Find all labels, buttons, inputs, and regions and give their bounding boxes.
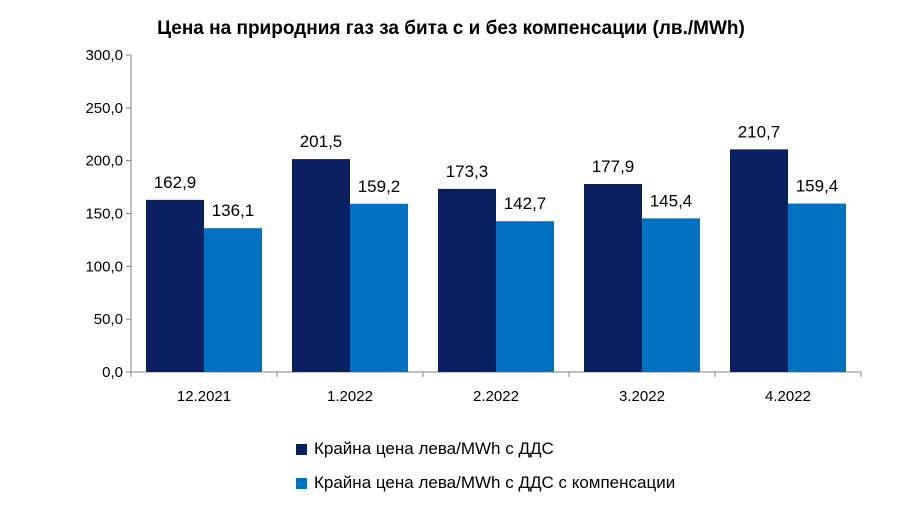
x-tick-label: 3.2022: [619, 388, 665, 405]
x-tick-label: 12.2021: [177, 388, 231, 405]
bar: [584, 184, 642, 372]
data-label: 142,7: [504, 194, 547, 213]
legend: Крайна цена лева/MWh с ДДС Крайна цена л…: [296, 432, 675, 500]
data-label: 136,1: [212, 201, 255, 220]
data-label: 159,4: [796, 177, 839, 196]
bar: [350, 203, 408, 372]
bar: [438, 188, 496, 372]
x-tick-label: 4.2022: [765, 388, 811, 405]
legend-label-series-1: Крайна цена лева/MWh с ДДС: [314, 439, 554, 458]
y-tick-label: 200,0: [85, 153, 123, 170]
data-label: 177,9: [592, 157, 635, 176]
data-label: 162,9: [154, 173, 197, 192]
y-tick-label: 150,0: [85, 206, 123, 223]
y-tick-label: 250,0: [85, 100, 123, 117]
y-tick-label: 0,0: [102, 364, 123, 381]
legend-item-series-1: Крайна цена лева/MWh с ДДС: [296, 432, 675, 466]
legend-swatch-series-1: [296, 443, 307, 455]
bar: [204, 228, 262, 372]
bar: [496, 221, 554, 372]
bar: [146, 199, 204, 372]
data-label: 210,7: [738, 122, 781, 141]
data-label: 159,2: [358, 177, 401, 196]
legend-item-series-2: Крайна цена лева/MWh с ДДС с компенсации: [296, 466, 675, 500]
y-tick-label: 50,0: [94, 311, 123, 328]
bar: [642, 218, 700, 372]
x-tick-label: 1.2022: [327, 388, 373, 405]
chart-title: Цена на природния газ за бита с и без ко…: [157, 18, 745, 39]
bar-chart: 0,0 50,0 100,0 150,0 200,0 250,0 300,0 12.2021 1…: [85, 47, 862, 405]
bar: [788, 203, 846, 372]
y-tick-label: 100,0: [85, 258, 123, 275]
data-label: 173,3: [446, 162, 489, 181]
bar: [292, 159, 350, 372]
legend-label-series-2: Крайна цена лева/MWh с ДДС с компенсации: [314, 473, 676, 492]
data-label: 145,4: [650, 191, 693, 210]
data-label: 201,5: [300, 132, 343, 151]
y-tick-label: 300,0: [85, 47, 123, 64]
x-tick-label: 2.2022: [473, 388, 519, 405]
legend-swatch-series-2: [296, 477, 307, 489]
bar: [730, 149, 788, 372]
